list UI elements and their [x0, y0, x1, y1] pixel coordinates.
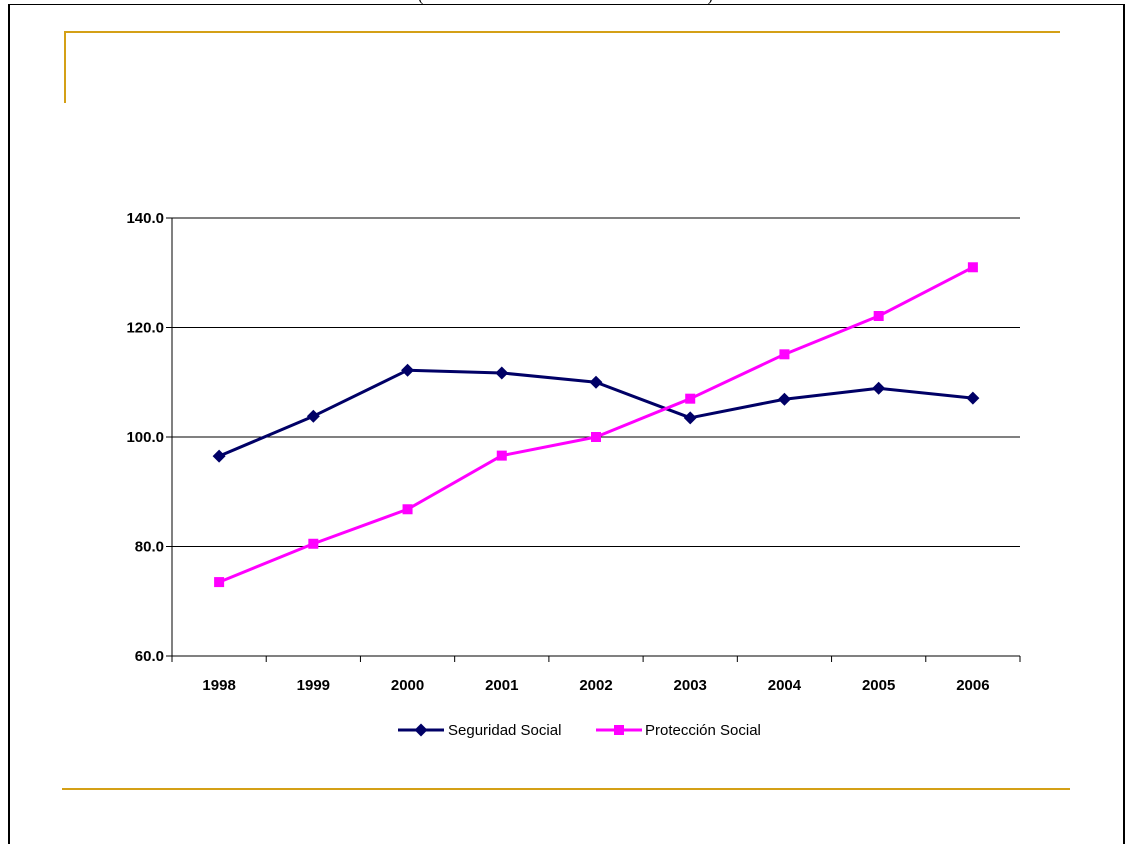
- series-0-point-6: [777, 392, 791, 406]
- series-0-point-3: [495, 366, 509, 380]
- series-1-point-8: [967, 262, 978, 273]
- x-tick-label: 2001: [485, 677, 518, 694]
- y-tick-label: 80.0: [135, 539, 164, 556]
- x-tick-label: 1998: [202, 677, 235, 694]
- y-tick-label: 120.0: [126, 320, 164, 337]
- y-tick-label: 60.0: [135, 648, 164, 665]
- gold-bottom-line: [62, 788, 1070, 790]
- x-tick-label: 2004: [768, 677, 802, 694]
- series-0-point-5: [683, 411, 697, 425]
- line-chart: 60.0 80.0 100.0 120.0 140.0 1998 1999 2000 2001 2…: [126, 210, 1021, 739]
- series-0-point-2: [401, 363, 415, 377]
- axis-layer: 60.0 80.0 100.0 120.0 140.0 1998 1999 2000 2001 2…: [126, 210, 1021, 694]
- legend: Seguridad Social Protección Social: [398, 722, 761, 739]
- gold-left-bar: [64, 31, 66, 103]
- series-1-point-0: [214, 577, 225, 588]
- legend-label-0: Seguridad Social: [448, 722, 561, 739]
- series-0-point-8: [966, 391, 980, 405]
- series-1-point-2: [402, 504, 413, 515]
- x-tick-label: 2005: [862, 677, 895, 694]
- series-1-point-4: [591, 432, 601, 442]
- legend-marker-1: [614, 725, 624, 735]
- x-tick-label: 1999: [297, 677, 330, 694]
- legend-marker-0: [414, 723, 428, 737]
- series-0-point-1: [306, 409, 320, 423]
- x-tick-label: 2000: [391, 677, 424, 694]
- series-0-point-0: [212, 449, 226, 463]
- series-1-point-3: [496, 450, 507, 461]
- legend-label-1: Protección Social: [645, 722, 761, 739]
- series-1-point-1: [308, 538, 319, 549]
- series-line-1: [218, 265, 974, 584]
- series-0-point-7: [872, 381, 886, 395]
- series-layer: [212, 262, 980, 588]
- top-caption: ( ): [0, 0, 1131, 6]
- gold-top-line: [64, 31, 1060, 33]
- y-tick-label: 100.0: [126, 429, 164, 446]
- series-1-point-5: [685, 393, 696, 404]
- legend-item-1: Protección Social: [596, 722, 761, 739]
- y-tick-label: 140.0: [126, 210, 164, 227]
- series-1-point-6: [779, 349, 790, 360]
- x-tick-label: 2006: [956, 677, 989, 694]
- legend-item-0: Seguridad Social: [398, 722, 561, 739]
- x-tick-label: 2003: [674, 677, 707, 694]
- series-0-point-4: [589, 375, 603, 389]
- page-frame: [8, 4, 1125, 844]
- series-1-point-7: [873, 311, 884, 322]
- x-tick-label: 2002: [579, 677, 612, 694]
